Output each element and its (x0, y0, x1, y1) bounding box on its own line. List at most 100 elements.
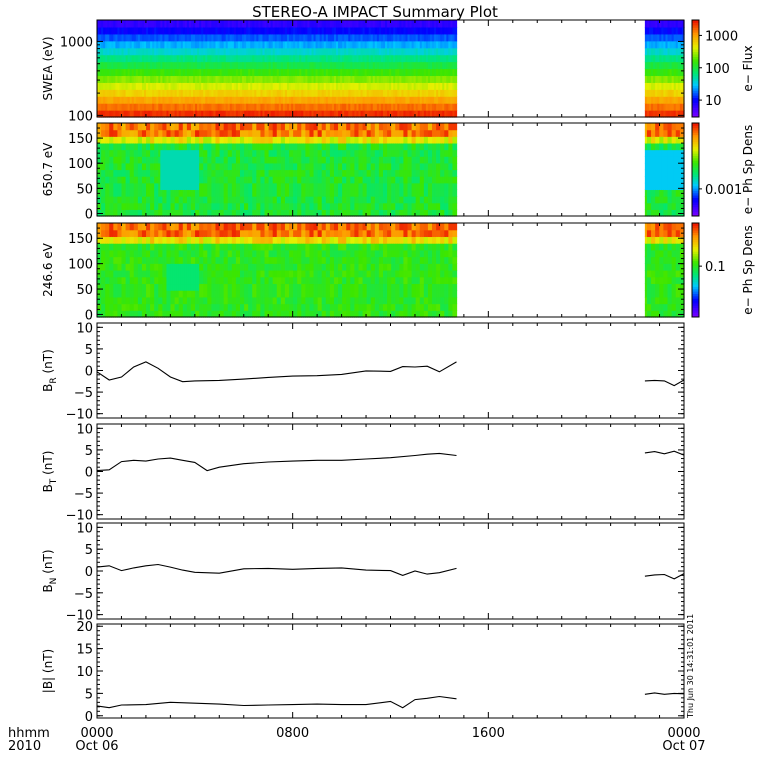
heatmap-cell (362, 196, 366, 204)
heatmap-cell (419, 33, 423, 42)
colorbar-step (692, 46, 699, 50)
heatmap-cell (452, 54, 456, 63)
heatmap-cell (323, 162, 327, 171)
heatmap-cell (397, 182, 400, 191)
heatmap-cell (141, 20, 145, 28)
heatmap-cell (168, 196, 172, 204)
heatmap-cell (667, 33, 671, 42)
heatmap-cell (182, 136, 186, 144)
heatmap-cell (393, 54, 396, 63)
heatmap-cell (201, 169, 204, 177)
heatmap-cell (450, 47, 454, 56)
plot-title: STEREO-A IMPACT Summary Plot (252, 3, 498, 21)
heatmap-cell (119, 61, 123, 70)
heatmap-cell (225, 61, 229, 70)
heatmap-cell (109, 176, 112, 184)
heatmap-cell (380, 89, 384, 97)
heatmap-cell (190, 196, 194, 204)
heatmap-cell (385, 47, 388, 56)
heatmap-cell (195, 47, 198, 56)
heatmap-cell (237, 20, 241, 28)
heatmap-cell (368, 47, 372, 56)
heatmap-cell (109, 156, 112, 164)
heatmap-cell (364, 61, 368, 70)
heatmap-cell (213, 61, 217, 70)
heatmap-cell (325, 123, 329, 131)
heatmap-cell (178, 196, 182, 204)
heatmap-cell (370, 68, 374, 77)
heatmap-cell (103, 196, 106, 204)
heatmap-cell (655, 103, 658, 111)
heatmap-cell (150, 162, 153, 171)
heatmap-cell (150, 110, 153, 118)
heatmap-cell (137, 68, 141, 77)
heatmap-cell (139, 26, 143, 35)
heatmap-cell (444, 47, 447, 56)
heatmap-cell (407, 176, 411, 184)
heatmap-cell (125, 89, 129, 97)
heatmap-cell (101, 162, 104, 171)
heatmap-cell (342, 176, 345, 184)
heatmap-cell (293, 142, 296, 151)
heatmap-cell (123, 40, 127, 49)
heatmap-cell (121, 33, 125, 42)
heatmap-cell (188, 142, 192, 151)
heatmap-cell (331, 61, 335, 70)
heatmap-cell (311, 129, 315, 137)
heatmap-cell (405, 47, 409, 56)
heatmap-cell (205, 20, 208, 28)
heatmap-cell (115, 40, 119, 49)
heatmap-cell (380, 123, 384, 131)
heatmap-cell (329, 142, 333, 151)
heatmap-cell (207, 176, 210, 184)
heatmap-cell (282, 196, 286, 204)
heatmap-cell (129, 47, 133, 56)
heatmap-cell (301, 26, 304, 35)
heatmap-cell (150, 209, 153, 217)
heatmap-cell (321, 142, 325, 151)
heatmap-cell (427, 103, 431, 111)
heatmap-cell (448, 20, 452, 28)
heatmap-cell (160, 189, 163, 197)
heatmap-cell (154, 33, 157, 42)
heatmap-cell (231, 176, 235, 184)
heatmap-cell (152, 26, 155, 35)
heatmap-cell (295, 47, 298, 56)
heatmap-cell (133, 82, 137, 90)
heatmap-cell (248, 103, 251, 111)
heatmap-cell (256, 182, 259, 191)
heatmap-cell (137, 20, 141, 28)
heatmap-cell (423, 68, 427, 77)
heatmap-cell (109, 182, 112, 191)
heatmap-cell (225, 209, 229, 217)
heatmap-cell (158, 40, 161, 49)
heatmap-cell (319, 123, 323, 131)
heatmap-cell (105, 162, 108, 171)
heatmap-cell (180, 103, 184, 111)
heatmap-cell (148, 123, 151, 131)
heatmap-cell (403, 103, 407, 111)
heatmap-cell (156, 123, 159, 131)
heatmap-cell (391, 110, 394, 118)
heatmap-cell (407, 20, 411, 28)
heatmap-cell (260, 176, 264, 184)
heatmap-cell (452, 26, 456, 35)
heatmap-cell (667, 47, 671, 56)
heatmap-cell (164, 47, 168, 56)
heatmap-cell (329, 26, 333, 35)
heatmap-cell (141, 26, 145, 35)
heatmap-cell (278, 149, 282, 157)
heatmap-cell (123, 96, 127, 104)
heatmap-cell (661, 82, 664, 90)
heatmap-cell (260, 149, 264, 157)
heatmap-cell (644, 68, 648, 77)
heatmap-cell (207, 26, 210, 35)
heatmap-cell (354, 136, 358, 144)
heatmap-cell (309, 162, 313, 171)
heatmap-cell (242, 142, 245, 151)
heatmap-cell (289, 33, 292, 42)
heatmap-cell (405, 176, 409, 184)
heatmap-cell (101, 68, 104, 77)
heatmap-cell (209, 89, 212, 97)
heatmap-cell (195, 33, 198, 42)
